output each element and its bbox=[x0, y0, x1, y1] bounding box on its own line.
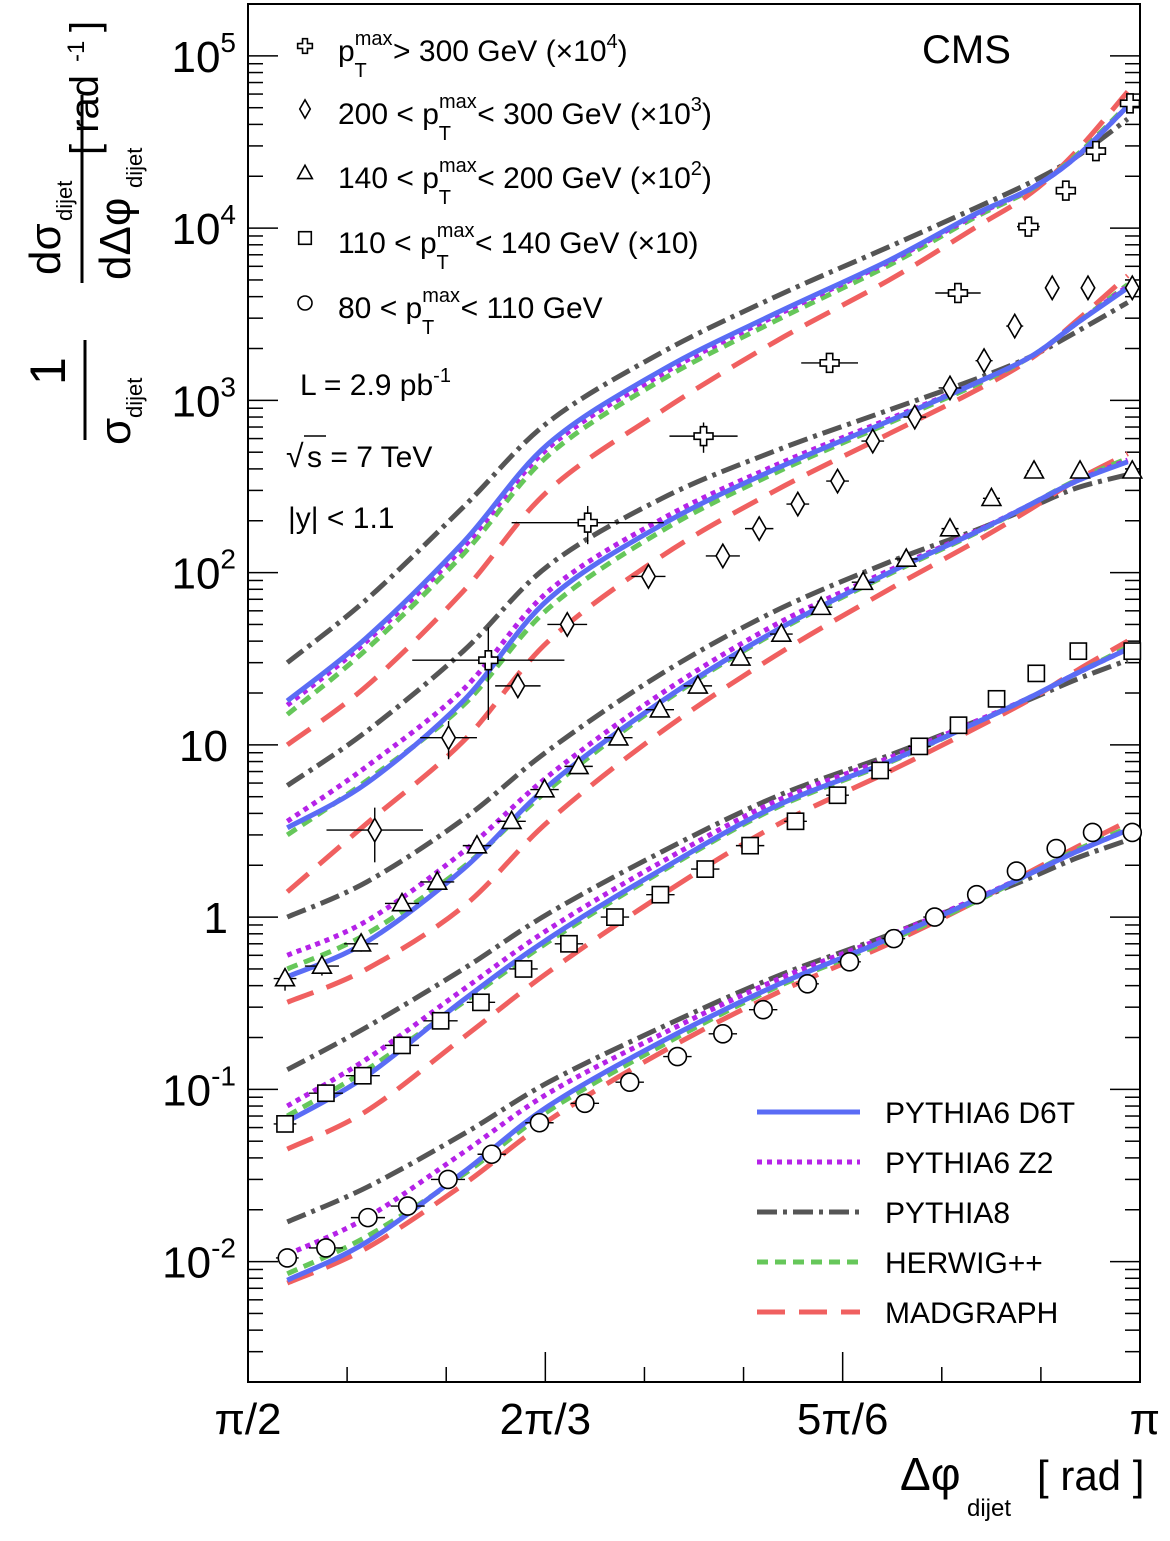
data-point bbox=[1007, 862, 1025, 880]
cms-label: CMS bbox=[922, 28, 1011, 72]
svg-text:dijet: dijet bbox=[967, 1495, 1011, 1522]
svg-text:dσ: dσ bbox=[21, 223, 70, 275]
circle-marker bbox=[798, 975, 816, 993]
square-marker bbox=[515, 961, 531, 977]
svg-text:[ rad: [ rad bbox=[63, 75, 107, 155]
circle-marker bbox=[576, 1094, 594, 1112]
data-point bbox=[1028, 665, 1044, 681]
square-marker bbox=[742, 838, 758, 854]
x-tick-label: 2π/3 bbox=[500, 1395, 592, 1444]
svg-text:1: 1 bbox=[20, 357, 76, 385]
circle-marker bbox=[278, 1249, 296, 1267]
square-marker bbox=[988, 691, 1004, 707]
data-point bbox=[950, 717, 967, 733]
svg-text:σ: σ bbox=[91, 418, 140, 445]
square-marker bbox=[394, 1037, 410, 1053]
circle-marker bbox=[840, 953, 858, 971]
data-point bbox=[1124, 643, 1140, 659]
model-legend-label: PYTHIA6 Z2 bbox=[885, 1147, 1053, 1180]
circle-marker bbox=[621, 1073, 639, 1091]
square-marker bbox=[561, 936, 577, 952]
svg-text:[ rad ]: [ rad ] bbox=[1037, 1452, 1144, 1499]
svg-text:Δφ: Δφ bbox=[900, 1448, 961, 1500]
data-point bbox=[968, 886, 986, 904]
data-point bbox=[1084, 823, 1102, 841]
rapidity-annotation: |y| < 1.1 bbox=[288, 502, 394, 535]
square-marker bbox=[318, 1085, 334, 1101]
circle-marker bbox=[439, 1170, 457, 1188]
svg-text:dijet: dijet bbox=[122, 378, 147, 418]
svg-text:dijet: dijet bbox=[52, 181, 77, 221]
circle-marker bbox=[298, 296, 312, 310]
circle-marker bbox=[483, 1145, 501, 1163]
square-marker bbox=[950, 717, 966, 733]
model-legend-label: MADGRAPH bbox=[885, 1297, 1058, 1330]
circle-marker bbox=[1007, 862, 1025, 880]
circle-marker bbox=[317, 1239, 335, 1257]
circle-marker bbox=[1047, 840, 1065, 858]
square-marker bbox=[607, 909, 623, 925]
data-point bbox=[826, 787, 849, 803]
data-point bbox=[869, 762, 892, 778]
circle-marker bbox=[714, 1025, 732, 1043]
data-point bbox=[908, 738, 931, 754]
y-tick-label: 1 bbox=[204, 894, 228, 943]
model-legend-label: PYTHIA6 D6T bbox=[885, 1097, 1075, 1130]
square-marker bbox=[277, 1116, 293, 1132]
y-tick-label: 10 bbox=[179, 722, 228, 771]
data-point bbox=[274, 1116, 297, 1132]
square-marker bbox=[652, 887, 668, 903]
square-marker bbox=[911, 738, 927, 754]
svg-text:-1: -1 bbox=[63, 41, 90, 62]
square-marker bbox=[872, 762, 888, 778]
circle-marker bbox=[885, 930, 903, 948]
circle-marker bbox=[1123, 823, 1141, 841]
svg-text:√: √ bbox=[286, 438, 304, 474]
sqrt-s-annotation: √ s = 7 TeV bbox=[286, 436, 432, 474]
circle-marker bbox=[968, 886, 986, 904]
square-marker bbox=[355, 1068, 371, 1084]
model-legend-label: PYTHIA8 bbox=[885, 1197, 1010, 1230]
square-marker bbox=[1124, 643, 1140, 659]
x-tick-label: π bbox=[1130, 1395, 1160, 1444]
square-marker bbox=[829, 787, 845, 803]
lumi-annotation: L = 2.9 pb-1 bbox=[300, 365, 451, 402]
svg-text:dijet: dijet bbox=[122, 148, 147, 188]
square-marker bbox=[473, 994, 489, 1010]
x-tick-label: π/2 bbox=[214, 1395, 281, 1444]
data-point bbox=[1123, 823, 1141, 841]
square-marker bbox=[299, 232, 312, 245]
data-point bbox=[784, 813, 807, 829]
data-point bbox=[1047, 840, 1065, 858]
data-point bbox=[1070, 643, 1086, 659]
svg-text:dΔφ: dΔφ bbox=[91, 198, 140, 280]
svg-text:]: ] bbox=[63, 21, 107, 32]
circle-marker bbox=[530, 1114, 548, 1132]
circle-marker bbox=[754, 1001, 772, 1019]
x-tick-label: 5π/6 bbox=[797, 1395, 889, 1444]
circle-marker bbox=[926, 908, 944, 926]
square-marker bbox=[697, 861, 713, 877]
square-marker bbox=[433, 1013, 449, 1029]
square-marker bbox=[1070, 643, 1086, 659]
svg-text:s = 7 TeV: s = 7 TeV bbox=[307, 441, 432, 474]
square-marker bbox=[787, 813, 803, 829]
circle-marker bbox=[359, 1209, 377, 1227]
circle-marker bbox=[668, 1048, 686, 1066]
square-marker bbox=[1028, 665, 1044, 681]
circle-marker bbox=[1084, 823, 1102, 841]
model-legend-label: HERWIG++ bbox=[885, 1247, 1043, 1280]
data-point bbox=[988, 691, 1005, 707]
circle-marker bbox=[399, 1197, 417, 1215]
